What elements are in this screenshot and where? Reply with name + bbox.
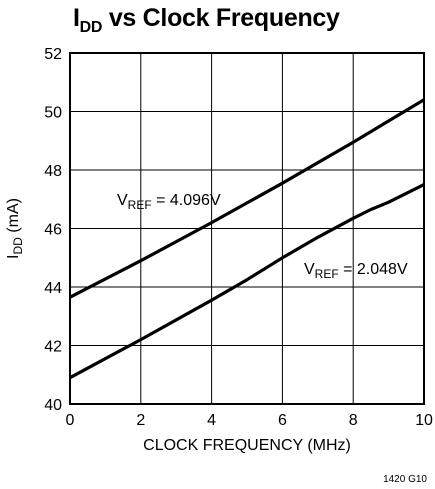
x-tick-label: 2: [136, 412, 145, 429]
series-line-1: [69, 183, 425, 380]
x-axis-label: CLOCK FREQUENCY (MHz): [143, 437, 351, 454]
x-tick-label: 4: [207, 412, 216, 429]
title-subscript: DD: [79, 19, 103, 36]
title-rest: vs Clock Frequency: [102, 4, 340, 32]
y-axis-label-rest: (mA): [5, 198, 22, 237]
series-label-rest: = 4.096V: [152, 192, 221, 209]
y-tick-label: 42: [44, 339, 62, 356]
series-label-subscript: REF: [128, 198, 152, 212]
y-tick-label: 52: [44, 46, 62, 63]
series-label-vref-4096: VREF = 4.096V: [117, 192, 221, 212]
y-tick-label: 40: [44, 397, 62, 414]
series-label-main: V: [117, 192, 128, 209]
series-group: [69, 98, 425, 380]
title-main: I: [73, 4, 80, 32]
chart-title: IDD vs Clock Frequency: [73, 4, 340, 36]
plot-frame: [69, 52, 425, 405]
y-tick-label: 50: [44, 105, 62, 122]
y-tick-label: 44: [44, 280, 62, 297]
y-axis-label-main: I: [5, 255, 22, 259]
x-tick-label: 10: [415, 412, 433, 429]
series-label-main: V: [304, 261, 315, 278]
grid: [70, 53, 424, 404]
figure-number: 1420 G10: [383, 474, 427, 485]
y-axis-label-subscript: DD: [11, 237, 25, 255]
y-tick-label: 46: [44, 222, 62, 239]
y-axis-label: IDD (mA): [5, 198, 25, 259]
series-line-0: [69, 98, 425, 299]
x-tick-label: 0: [66, 412, 75, 429]
series-label-subscript: REF: [315, 267, 339, 281]
x-tick-label: 6: [278, 412, 287, 429]
y-tick-label: 48: [44, 163, 62, 180]
series-label-rest: = 2.048V: [339, 261, 408, 278]
series-label-vref-2048: VREF = 2.048V: [304, 261, 408, 281]
x-tick-label: 8: [349, 412, 358, 429]
